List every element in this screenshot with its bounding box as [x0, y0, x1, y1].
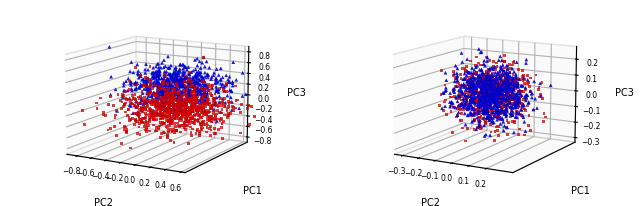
X-axis label: PC2: PC2 [93, 197, 113, 206]
X-axis label: PC2: PC2 [421, 197, 440, 206]
Y-axis label: PC1: PC1 [570, 185, 589, 195]
Y-axis label: PC1: PC1 [243, 185, 262, 195]
